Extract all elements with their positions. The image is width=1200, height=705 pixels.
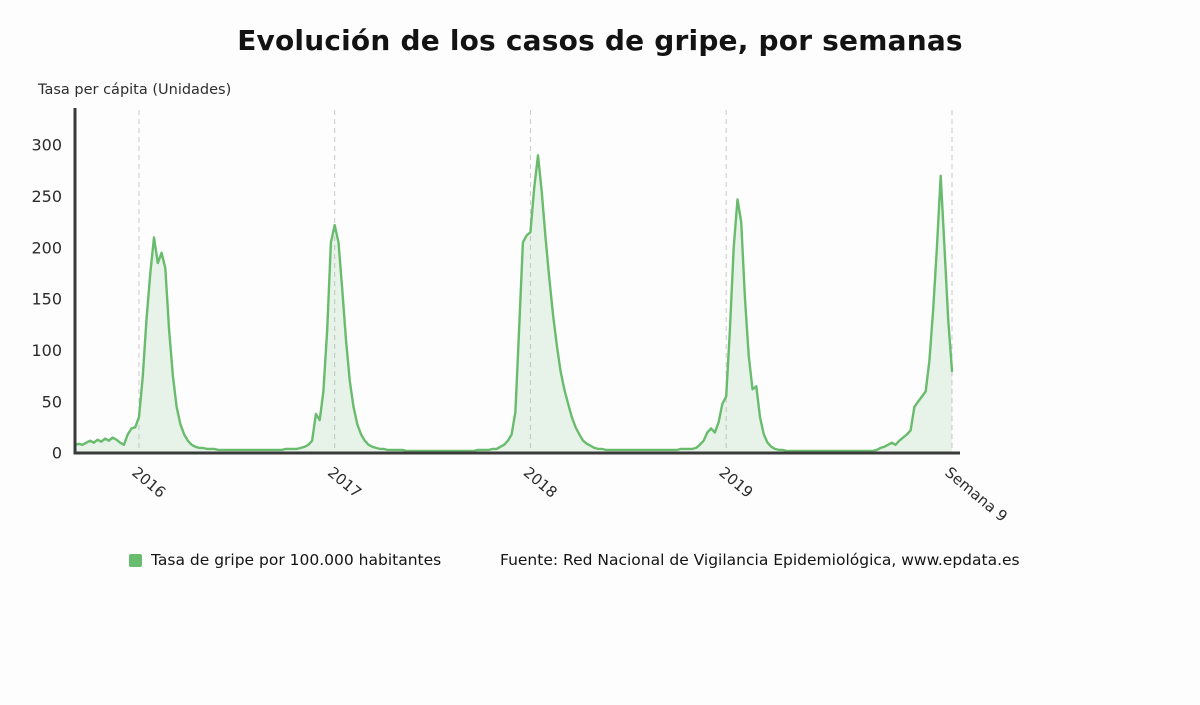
y-tick-label: 150 <box>31 290 62 309</box>
legend-swatch-icon <box>129 553 142 567</box>
legend-label: Tasa de gripe por 100.000 habitantes <box>151 551 442 569</box>
source-credit: Fuente: Red Nacional de Vigilancia Epide… <box>500 551 1020 569</box>
x-tick-label: 2018 <box>520 463 561 501</box>
x-tick-label: 2017 <box>324 463 365 501</box>
x-tick-label: 2019 <box>716 463 757 501</box>
x-tick-label: Semana 9 <box>941 463 1010 525</box>
y-tick-label: 100 <box>31 341 62 360</box>
legend-item[interactable]: Tasa de gripe por 100.000 habitantes <box>129 551 441 569</box>
flu-weekly-area-chart: 2016 2017 2018 2019 Semana 9 0 50 100 150 200 250 3… <box>31 108 1011 526</box>
y-tick-label: 50 <box>42 392 62 411</box>
y-tick-label: 0 <box>52 444 62 463</box>
y-axis-title: Tasa per cápita (Unidades) <box>38 82 232 98</box>
y-tick-label: 300 <box>31 136 62 155</box>
series-area <box>75 155 952 454</box>
y-tick-label: 250 <box>31 187 62 206</box>
y-tick-label: 200 <box>31 238 62 257</box>
series-line <box>73 154 954 453</box>
x-tick-label: 2016 <box>128 463 169 501</box>
chart-title: Evolución de los casos de gripe, por sem… <box>237 24 963 57</box>
